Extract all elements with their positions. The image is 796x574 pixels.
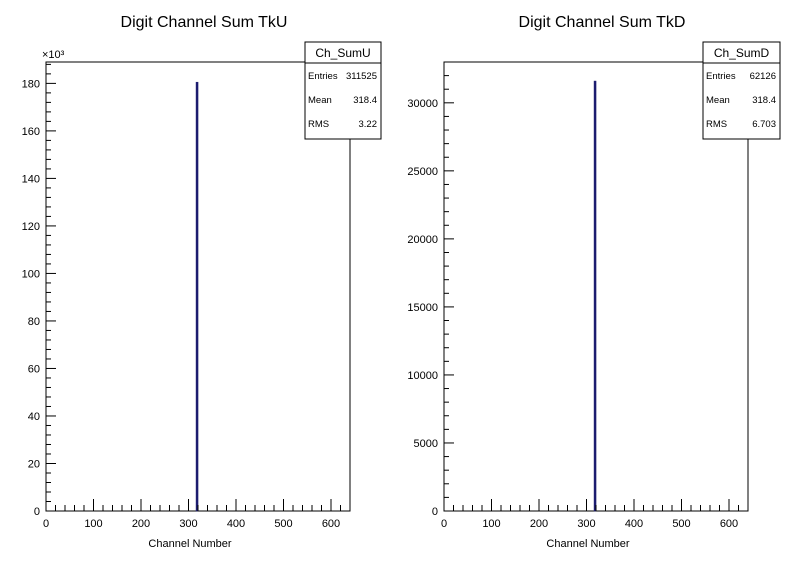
y-tick-label: 20000 (407, 234, 438, 246)
y-tick-label: 25000 (407, 166, 438, 178)
y-tick-label: 80 (28, 316, 40, 328)
y-tick-label: 140 (22, 173, 40, 185)
x-tick-label: 200 (132, 518, 150, 530)
x-axis-label: Channel Number (546, 538, 629, 550)
y-exponent-label: ×10³ (42, 49, 65, 61)
histogram-bar-1-1 (195, 81, 199, 512)
stats-entries-label: Entries (706, 71, 736, 82)
stats-entries-value: 62126 (750, 71, 776, 82)
stats-box-2 (702, 41, 781, 140)
x-tick-label: 200 (530, 518, 548, 530)
x-tick-label: 0 (441, 518, 447, 530)
x-tick-label: 100 (84, 518, 102, 530)
y-tick-label: 0 (432, 506, 438, 518)
stats-mean-label: Mean (308, 95, 332, 106)
stats-rms-value: 3.22 (359, 119, 378, 130)
x-tick-label: 500 (672, 518, 690, 530)
stats-mean-value: 318.4 (752, 95, 776, 106)
x-axis-label: Channel Number (148, 538, 231, 550)
x-tick-label: 400 (625, 518, 643, 530)
x-tick-label: 400 (227, 518, 245, 530)
stats-name: Ch_SumU (315, 46, 370, 60)
y-tick-label: 5000 (414, 438, 438, 450)
y-tick-label: 100 (22, 268, 40, 280)
x-tick-label: 600 (322, 518, 340, 530)
chart-title-1: Digit Channel Sum TkU (121, 14, 288, 31)
y-tick-label: 180 (22, 78, 40, 90)
x-tick-label: 300 (577, 518, 595, 530)
chart-title-2: Digit Channel Sum TkD (519, 14, 686, 31)
y-tick-label: 40 (28, 411, 40, 423)
y-tick-label: 160 (22, 126, 40, 138)
stats-entries-value: 311525 (346, 71, 377, 82)
stats-rms-label: RMS (706, 119, 727, 130)
histogram-bar-2-1 (593, 80, 597, 512)
stats-mean-label: Mean (706, 95, 730, 106)
stats-mean-value: 318.4 (353, 95, 377, 106)
x-tick-label: 300 (179, 518, 197, 530)
stats-rms-label: RMS (308, 119, 329, 130)
y-tick-label: 30000 (407, 98, 438, 110)
stats-rms-value: 6.703 (752, 119, 776, 130)
y-tick-label: 10000 (407, 370, 438, 382)
x-tick-label: 500 (274, 518, 292, 530)
stats-box-1 (304, 41, 382, 140)
y-tick-label: 60 (28, 363, 40, 375)
y-tick-label: 0 (34, 506, 40, 518)
y-tick-label: 20 (28, 458, 40, 470)
y-tick-label: 120 (22, 221, 40, 233)
x-tick-label: 0 (43, 518, 49, 530)
y-tick-label: 15000 (407, 302, 438, 314)
x-tick-label: 600 (720, 518, 738, 530)
stats-entries-label: Entries (308, 71, 338, 82)
x-tick-label: 100 (482, 518, 500, 530)
stats-name: Ch_SumD (714, 46, 770, 60)
